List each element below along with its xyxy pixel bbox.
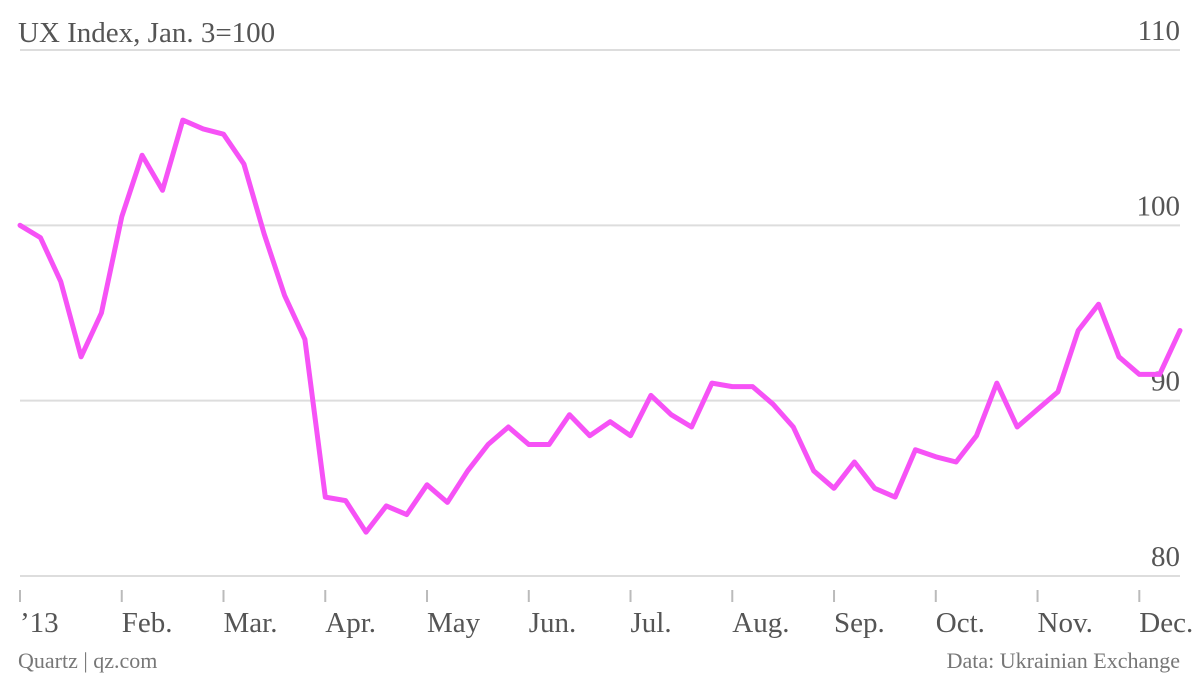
x-tick-label: Oct. — [936, 607, 985, 639]
credit: Quartz | qz.com — [18, 648, 157, 673]
y-tick-label: 100 — [1137, 190, 1181, 222]
x-tick-label: Apr. — [325, 607, 376, 639]
x-tick-label: Nov. — [1038, 607, 1093, 639]
x-tick-label: Aug. — [732, 607, 789, 639]
y-tick-label: 80 — [1151, 541, 1180, 573]
x-tick-label: ’13 — [20, 607, 59, 639]
x-tick-label: Mar. — [224, 607, 278, 639]
line — [17, 117, 1183, 535]
x-tick-label: Jun. — [529, 607, 577, 639]
y-tick-label: 90 — [1151, 366, 1180, 398]
y-tick-label: 110 — [1138, 15, 1180, 47]
x-tick-label: Sep. — [834, 607, 885, 639]
x-tick-label: Dec. — [1139, 607, 1193, 639]
x-tick-label: Feb. — [122, 607, 173, 639]
x-tick-label: Jul. — [631, 607, 672, 639]
source: Data: Ukrainian Exchange — [947, 648, 1180, 673]
x-tick-label: May — [427, 607, 481, 639]
chart-title: UX Index, Jan. 3=100 — [18, 17, 275, 49]
